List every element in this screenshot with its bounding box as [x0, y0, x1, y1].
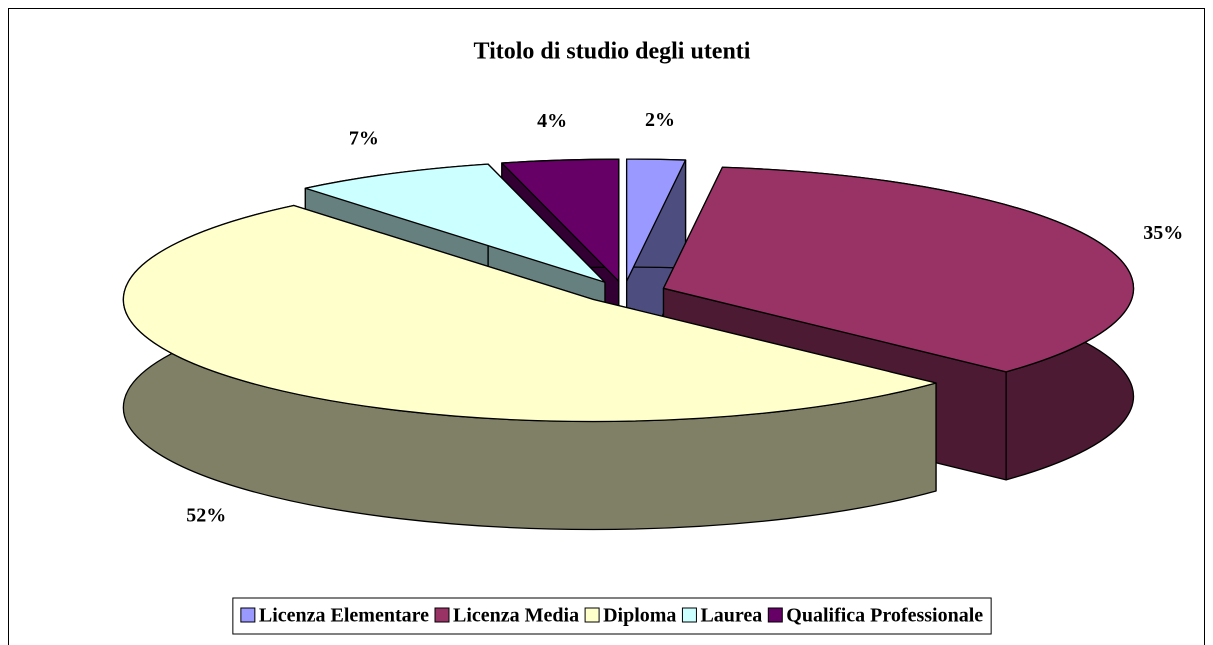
- legend-label: Diploma: [603, 605, 676, 627]
- data-label: 7%: [349, 127, 379, 149]
- legend-swatch: [767, 607, 783, 623]
- legend-label: Licenza Elementare: [259, 605, 429, 627]
- legend-swatch: [681, 607, 697, 623]
- slice-top: [304, 163, 606, 283]
- slice-top: [501, 158, 620, 282]
- data-label: 52%: [186, 504, 226, 526]
- data-label: 35%: [1143, 222, 1183, 244]
- legend-swatch: [434, 607, 450, 623]
- legend-label: Licenza Media: [453, 605, 579, 627]
- chart-title: Titolo di studio degli utenti: [474, 39, 751, 65]
- slice: [122, 204, 937, 531]
- data-label: 4%: [537, 110, 567, 132]
- legend-label: Qualifica Professionale: [786, 605, 983, 627]
- chart-border: [8, 8, 1205, 645]
- legend-box: [232, 597, 992, 635]
- slice-top: [122, 204, 937, 423]
- legend: Licenza Elementare Licenza Media Diploma La…: [232, 597, 992, 635]
- legend-swatch: [240, 607, 256, 623]
- legend-label: Laurea: [700, 605, 762, 627]
- slice-top: [662, 166, 1135, 373]
- slice: [625, 158, 687, 390]
- data-label: 2%: [645, 109, 675, 131]
- legend-swatch: [584, 607, 600, 623]
- slice-top: [625, 158, 687, 282]
